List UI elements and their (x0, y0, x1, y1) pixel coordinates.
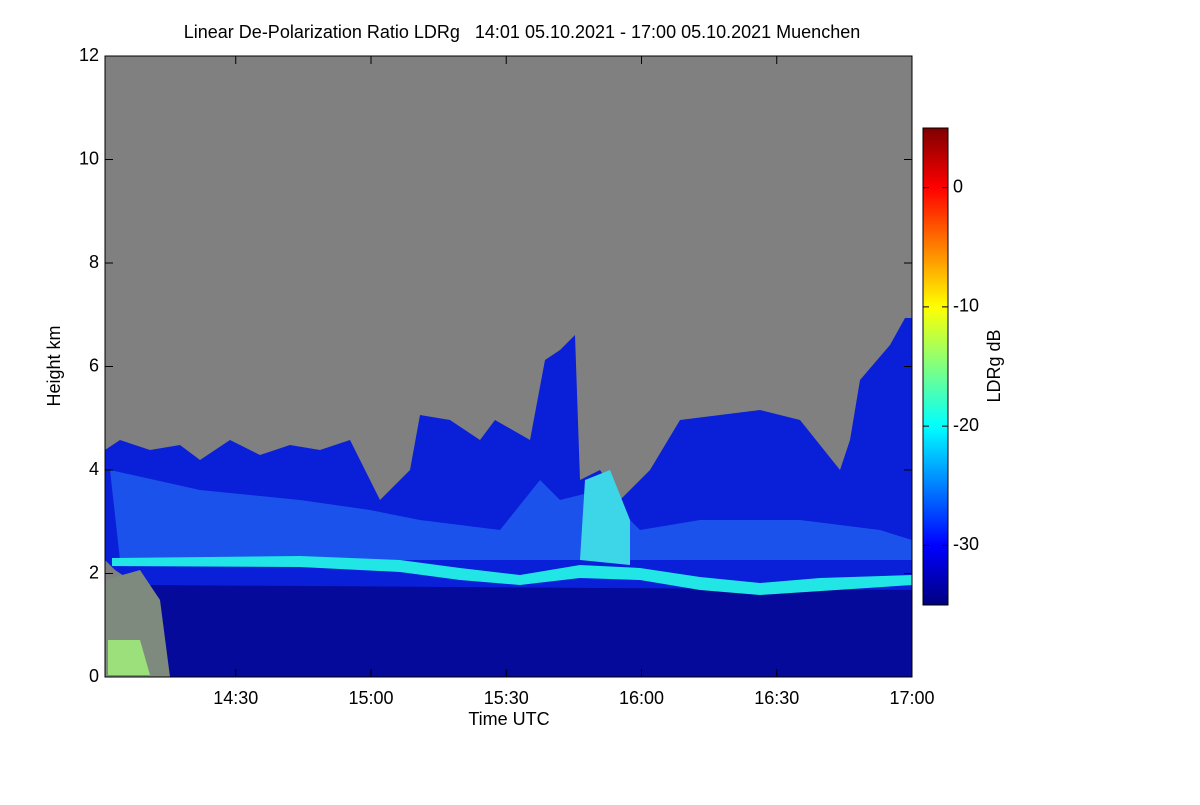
heatmap-field (105, 318, 912, 677)
chart-title: Linear De-Polarization Ratio LDRg 14:01 … (184, 22, 860, 42)
y-tick-label: 12 (79, 45, 99, 65)
x-tick-label: 17:00 (889, 688, 934, 708)
x-axis-label: Time UTC (468, 709, 549, 729)
lower-layer (150, 585, 912, 677)
y-axis-label: Height km (44, 325, 64, 406)
cloud-bright (580, 470, 630, 565)
cloud-layer (110, 470, 912, 560)
colorbar (922, 127, 949, 606)
x-tick-label: 14:30 (213, 688, 258, 708)
colorbar-tick-label: -30 (953, 534, 979, 554)
x-tick-label: 15:00 (348, 688, 393, 708)
cloud-base-band (112, 556, 912, 595)
y-tick-label: 4 (89, 459, 99, 479)
colorbar-tick-label: -20 (953, 415, 979, 435)
x-tick-label: 16:00 (619, 688, 664, 708)
x-tick-label: 15:30 (484, 688, 529, 708)
surface-noise-bright (108, 640, 150, 675)
y-tick-label: 8 (89, 252, 99, 272)
y-tick-label: 2 (89, 562, 99, 582)
y-tick-label: 0 (89, 666, 99, 686)
colorbar-tick-label: -10 (953, 296, 979, 316)
x-tick-label: 16:30 (754, 688, 799, 708)
y-tick-label: 6 (89, 355, 99, 375)
colorbar-label: LDRg dB (984, 329, 1004, 402)
y-tick-label: 10 (79, 148, 99, 168)
axes: 14:30 15:00 15:30 16:00 16:30 17:00 0 2 4 6 8 10 12 (79, 45, 935, 708)
colorbar-tick-label: 0 (953, 176, 963, 196)
